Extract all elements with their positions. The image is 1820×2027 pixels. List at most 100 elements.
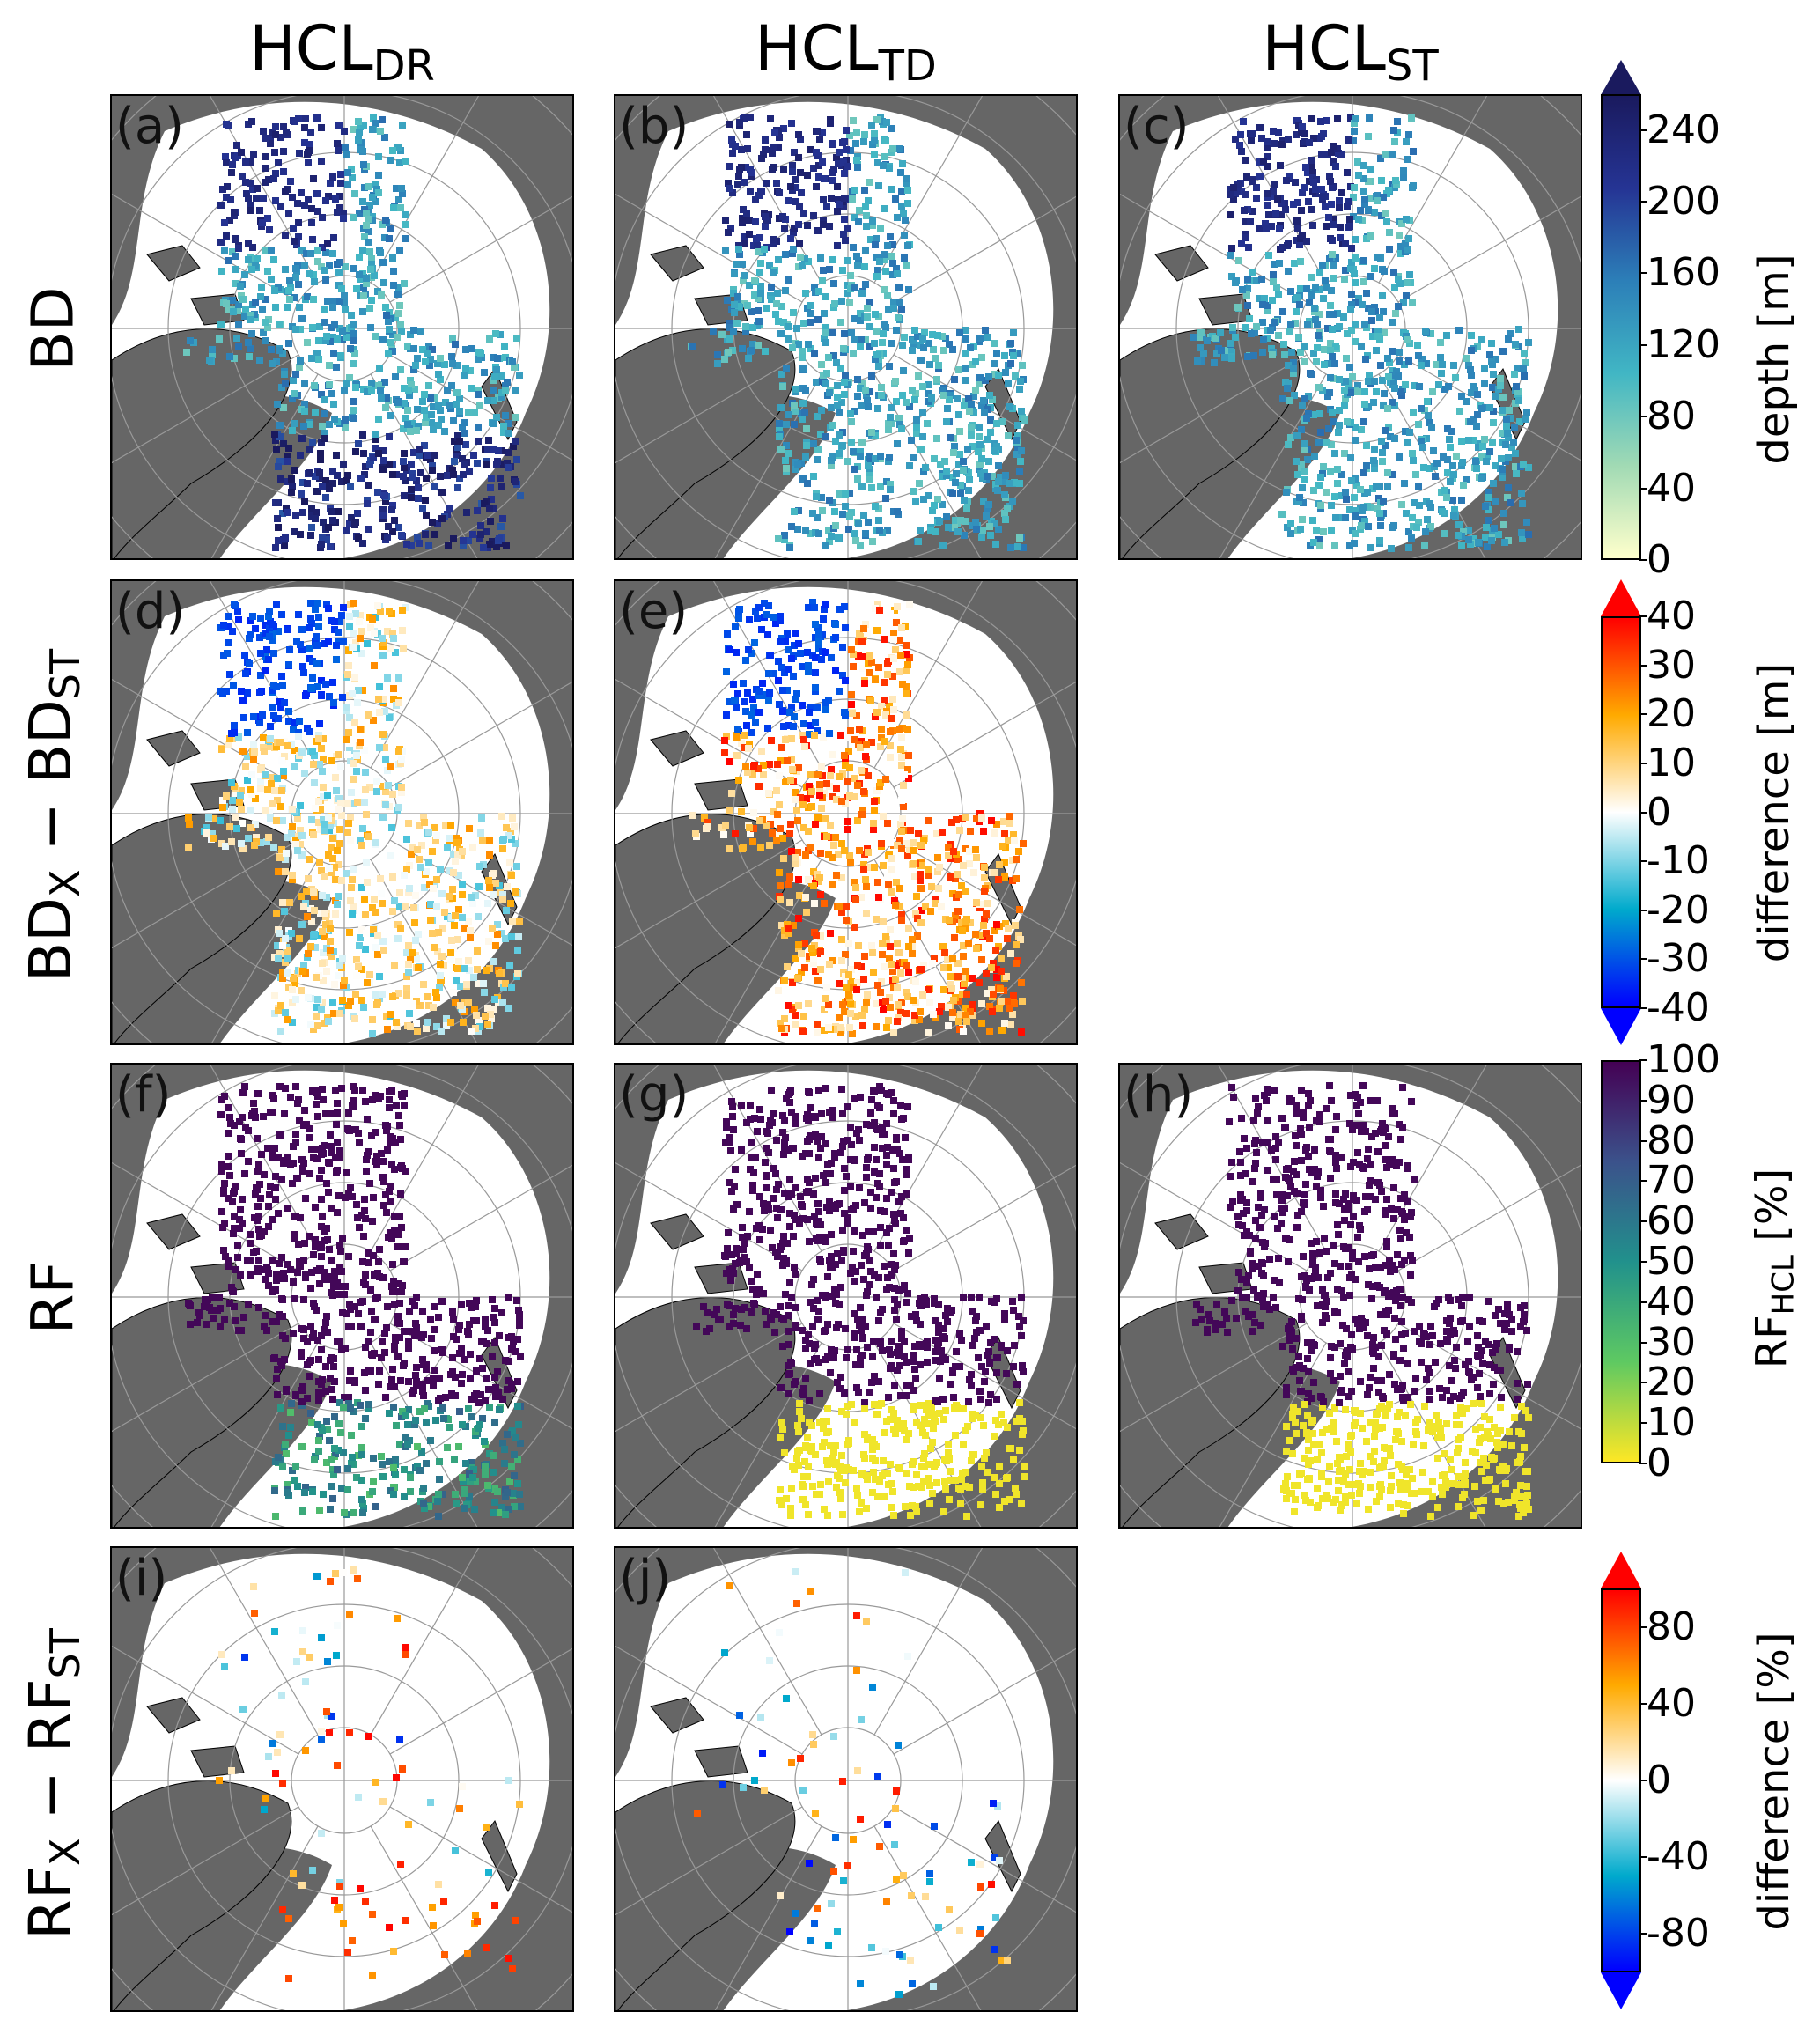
data-cell xyxy=(481,369,488,376)
data-cell xyxy=(247,312,254,319)
data-cell xyxy=(854,376,861,383)
data-cell xyxy=(390,204,397,211)
data-cell xyxy=(250,151,257,158)
data-cell xyxy=(235,616,242,623)
data-cell xyxy=(799,365,807,372)
data-cell xyxy=(854,164,861,171)
meridian-line xyxy=(389,354,572,461)
data-cell xyxy=(833,872,840,879)
data-cell xyxy=(776,134,783,141)
data-cell xyxy=(1319,194,1326,201)
data-cell xyxy=(916,1016,923,1023)
data-cell xyxy=(917,1008,924,1015)
data-cell xyxy=(976,424,983,431)
data-cell xyxy=(1371,446,1378,453)
data-cell xyxy=(310,831,317,838)
meridian-line xyxy=(112,839,299,949)
data-cell xyxy=(1299,232,1306,239)
data-cell xyxy=(849,710,856,717)
data-cell xyxy=(841,195,848,202)
data-cell xyxy=(377,875,384,882)
data-cell xyxy=(295,281,302,288)
data-cell xyxy=(256,207,263,214)
data-cell xyxy=(746,824,753,831)
data-cell xyxy=(853,986,860,993)
data-cell xyxy=(314,258,321,265)
data-cell xyxy=(1358,522,1365,529)
data-cell xyxy=(217,239,225,246)
data-cell xyxy=(1398,220,1405,227)
data-cell xyxy=(475,913,482,920)
data-cell xyxy=(237,283,244,290)
data-cell xyxy=(1217,329,1224,336)
data-cell xyxy=(800,824,807,831)
data-cell xyxy=(466,825,473,832)
data-cell xyxy=(335,122,343,129)
data-cell xyxy=(340,210,347,217)
data-cell xyxy=(424,452,431,459)
data-cell xyxy=(355,534,362,542)
data-cell xyxy=(894,1018,901,1025)
data-cell xyxy=(405,889,412,896)
data-cell xyxy=(847,1010,854,1017)
data-cell xyxy=(330,1010,337,1017)
data-cell xyxy=(991,340,998,347)
data-cell xyxy=(414,1028,421,1035)
data-cell xyxy=(833,785,840,792)
data-cell xyxy=(297,357,304,365)
data-cell xyxy=(972,846,979,853)
data-cell xyxy=(931,955,938,962)
data-cell xyxy=(844,290,851,297)
data-cell xyxy=(505,1005,512,1012)
data-cell xyxy=(262,135,269,142)
data-cell xyxy=(818,494,825,501)
data-cell xyxy=(740,277,747,284)
data-cell xyxy=(338,877,345,884)
data-cell xyxy=(335,893,342,900)
data-cell xyxy=(1474,411,1481,418)
data-cell xyxy=(839,1001,846,1008)
data-cell xyxy=(429,930,436,937)
data-cell xyxy=(915,830,922,837)
data-cell xyxy=(399,190,406,197)
data-cell xyxy=(851,187,858,194)
data-cell xyxy=(298,646,306,653)
data-cell xyxy=(456,395,463,402)
data-cell xyxy=(294,814,301,822)
data-cell xyxy=(238,1150,245,1157)
data-cell xyxy=(405,961,412,968)
data-cell xyxy=(499,845,506,852)
data-cell xyxy=(868,429,875,436)
data-cell xyxy=(289,194,296,201)
data-cell xyxy=(978,1020,985,1027)
data-cell xyxy=(742,323,749,330)
data-cell xyxy=(892,378,899,385)
data-cell xyxy=(349,174,356,181)
data-cell xyxy=(1326,173,1333,180)
meridian-line xyxy=(389,681,572,788)
data-cell xyxy=(814,446,822,453)
data-cell xyxy=(346,374,353,381)
data-cell xyxy=(876,607,883,614)
data-cell xyxy=(298,1349,305,1356)
data-cell xyxy=(755,709,763,716)
data-cell xyxy=(281,699,288,706)
data-cell xyxy=(372,944,379,951)
data-cell xyxy=(747,114,754,121)
data-cell xyxy=(1331,360,1338,367)
data-cell xyxy=(374,932,381,939)
data-cell xyxy=(961,532,968,539)
data-cell xyxy=(984,900,991,907)
data-cell xyxy=(768,284,775,291)
data-cell xyxy=(861,680,868,687)
data-cell xyxy=(251,311,258,318)
data-cell xyxy=(402,211,409,218)
data-cell xyxy=(298,921,306,928)
data-cell xyxy=(940,347,947,354)
data-cell xyxy=(745,355,752,362)
data-cell xyxy=(1005,925,1012,932)
data-cell xyxy=(492,880,499,887)
data-cell xyxy=(286,277,293,284)
data-cell xyxy=(250,741,257,748)
data-cell xyxy=(1483,524,1490,531)
